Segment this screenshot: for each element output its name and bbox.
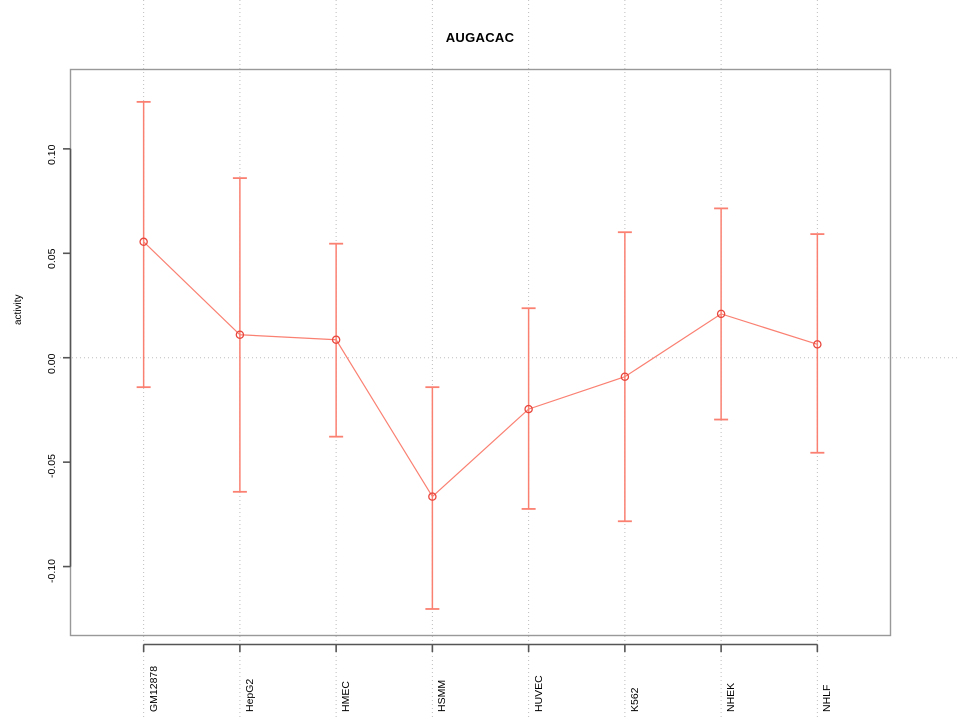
data-point-marker bbox=[524, 404, 533, 414]
x-tick-label-gm12878: GM12878 bbox=[147, 665, 160, 712]
chart-title: AUGACAC bbox=[445, 30, 515, 45]
y-tick-label: -0.10 bbox=[46, 558, 58, 583]
x-tick-label-nhek: NHEK bbox=[725, 682, 738, 712]
x-tick-label-huvec: HUVEC bbox=[532, 675, 545, 712]
y-tick-label: -0.05 bbox=[46, 454, 58, 479]
x-tick-label-hsmm: HSMM bbox=[436, 679, 449, 712]
plot-border bbox=[69, 68, 892, 637]
x-tick-label-k562: K562 bbox=[628, 687, 641, 712]
gridlines bbox=[143, 0, 818, 720]
data-point-marker bbox=[331, 335, 341, 345]
x-tick-label-hepg2: HepG2 bbox=[243, 678, 256, 712]
y-tick-label: 0.10 bbox=[46, 144, 58, 165]
x-axis bbox=[142, 643, 819, 652]
data-point-marker bbox=[620, 372, 630, 381]
series-line bbox=[143, 241, 818, 498]
data-point-marker bbox=[813, 340, 822, 349]
data-point-marker bbox=[139, 237, 148, 247]
x-tick-label-hmec: HMEC bbox=[340, 681, 353, 712]
series-polyline bbox=[143, 241, 818, 498]
y-tick-label: 0.05 bbox=[46, 248, 58, 270]
data-point-marker bbox=[428, 492, 437, 501]
data-point-markers bbox=[139, 237, 822, 501]
data-point-marker bbox=[235, 330, 245, 339]
y-tick-label: 0.00 bbox=[46, 353, 58, 374]
x-tick-label-nhlf: NHLF bbox=[821, 684, 834, 712]
data-point-marker bbox=[716, 309, 726, 319]
y-axis bbox=[63, 148, 72, 568]
